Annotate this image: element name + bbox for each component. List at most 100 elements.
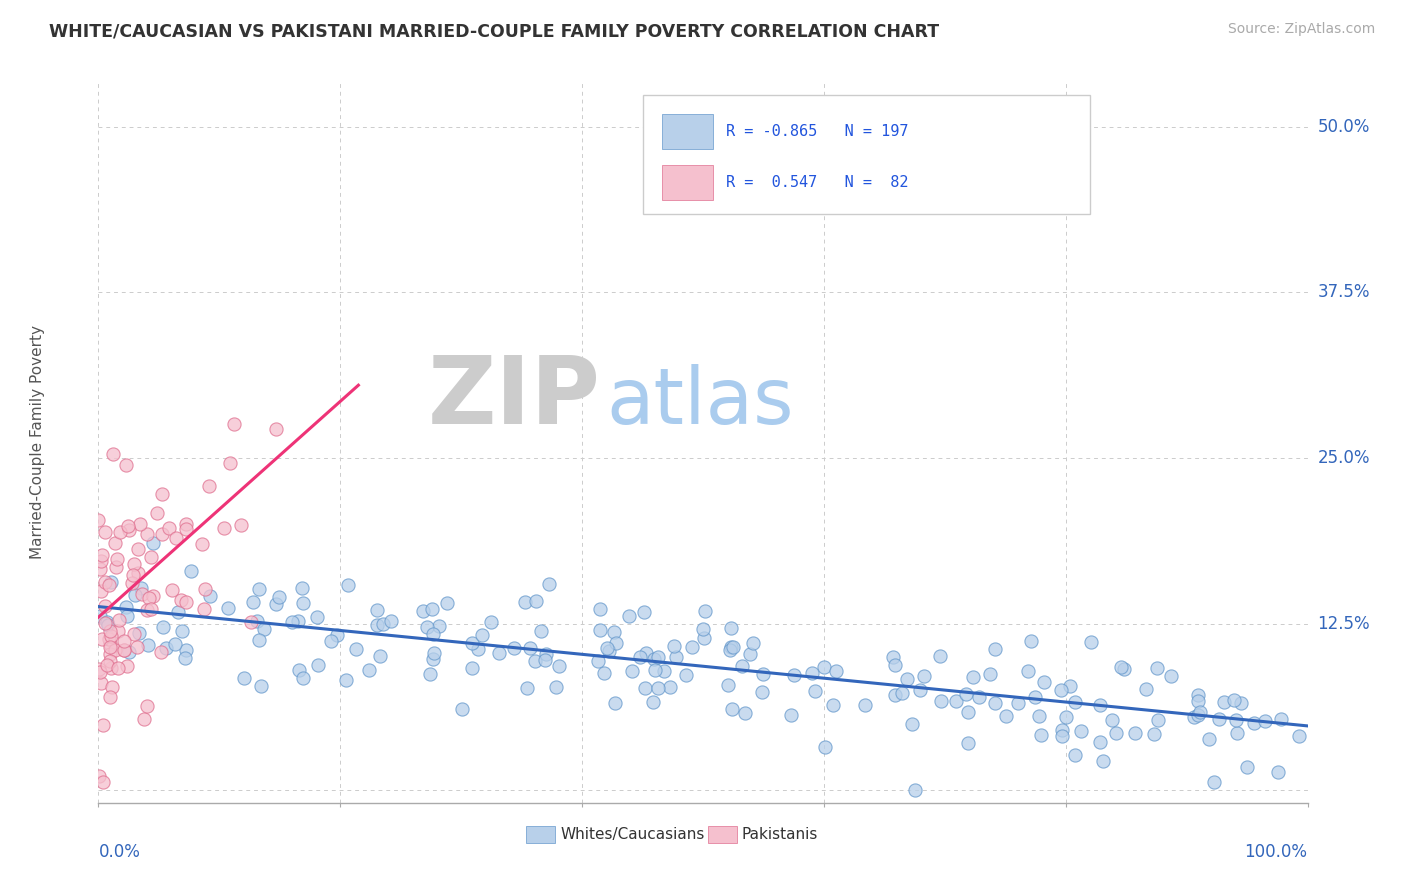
Point [634, 646, 657, 660]
Point [121, 568, 143, 582]
FancyBboxPatch shape [662, 114, 713, 149]
Point [621, 664, 644, 678]
Point [1236, 759, 1258, 773]
FancyBboxPatch shape [662, 165, 713, 200]
Point [824, 664, 846, 678]
Point [603, 696, 626, 710]
Point [346, 642, 368, 657]
Point [1223, 693, 1246, 707]
Point [929, 694, 952, 708]
Point [305, 610, 328, 624]
Point [1270, 712, 1292, 726]
Point [165, 636, 187, 650]
Point [89, 665, 111, 679]
Point [1050, 729, 1073, 743]
Point [266, 597, 288, 611]
Point [884, 657, 907, 672]
Point [412, 604, 434, 618]
Point [136, 638, 159, 652]
Point [197, 479, 219, 493]
Point [100, 661, 122, 675]
Point [269, 590, 291, 604]
Point [471, 627, 494, 641]
Point [633, 605, 655, 619]
Point [176, 595, 198, 609]
Point [127, 541, 149, 556]
Point [141, 536, 163, 550]
Point [125, 640, 148, 655]
Point [150, 645, 173, 659]
Point [291, 581, 314, 595]
Point [165, 531, 187, 545]
Point [1187, 689, 1209, 703]
Point [98, 624, 121, 639]
Point [249, 582, 271, 597]
Point [87, 769, 110, 783]
Point [138, 591, 160, 605]
Point [335, 673, 357, 687]
Point [1254, 714, 1277, 728]
Point [479, 615, 502, 629]
Point [1225, 713, 1247, 727]
Point [90, 548, 112, 562]
Point [1146, 660, 1168, 674]
Point [693, 631, 716, 645]
Point [122, 627, 145, 641]
Point [98, 690, 121, 705]
Point [422, 627, 444, 641]
Point [962, 670, 984, 684]
Point [191, 537, 214, 551]
Text: 100.0%: 100.0% [1244, 843, 1308, 861]
Point [233, 671, 256, 685]
Point [152, 620, 174, 634]
Point [117, 645, 139, 659]
Point [97, 617, 120, 632]
Point [598, 643, 620, 657]
Point [1109, 660, 1132, 674]
Point [1059, 679, 1081, 693]
Point [984, 696, 1007, 710]
Point [419, 666, 441, 681]
Point [813, 739, 835, 754]
Point [537, 576, 560, 591]
Point [90, 584, 112, 599]
Point [366, 603, 388, 617]
Point [292, 596, 315, 610]
Point [548, 659, 571, 673]
Point [436, 596, 458, 610]
Text: 37.5%: 37.5% [1317, 284, 1369, 301]
Point [1208, 712, 1230, 726]
Text: Whites/Caucasians: Whites/Caucasians [561, 827, 704, 842]
Point [1188, 705, 1211, 719]
Point [160, 582, 183, 597]
Point [804, 684, 827, 698]
Point [593, 666, 616, 681]
Point [139, 601, 162, 615]
Point [586, 654, 609, 668]
Point [172, 624, 194, 639]
Point [250, 680, 273, 694]
Point [467, 642, 489, 657]
Point [1088, 734, 1111, 748]
Point [461, 661, 484, 675]
Point [115, 458, 138, 472]
Point [675, 668, 697, 682]
Point [488, 646, 510, 660]
Point [167, 605, 190, 619]
Text: Married-Couple Family Poverty: Married-Couple Family Poverty [31, 325, 45, 558]
Point [150, 527, 173, 541]
Point [720, 622, 742, 636]
Point [652, 664, 675, 678]
Point [193, 582, 215, 596]
Point [1187, 708, 1209, 723]
Point [136, 699, 159, 714]
Point [145, 506, 167, 520]
Point [718, 642, 741, 657]
Point [96, 615, 118, 629]
Text: 0.0%: 0.0% [98, 843, 141, 861]
Point [103, 447, 125, 461]
Point [110, 524, 132, 539]
Point [142, 589, 165, 603]
Point [628, 650, 651, 665]
Point [112, 634, 135, 648]
